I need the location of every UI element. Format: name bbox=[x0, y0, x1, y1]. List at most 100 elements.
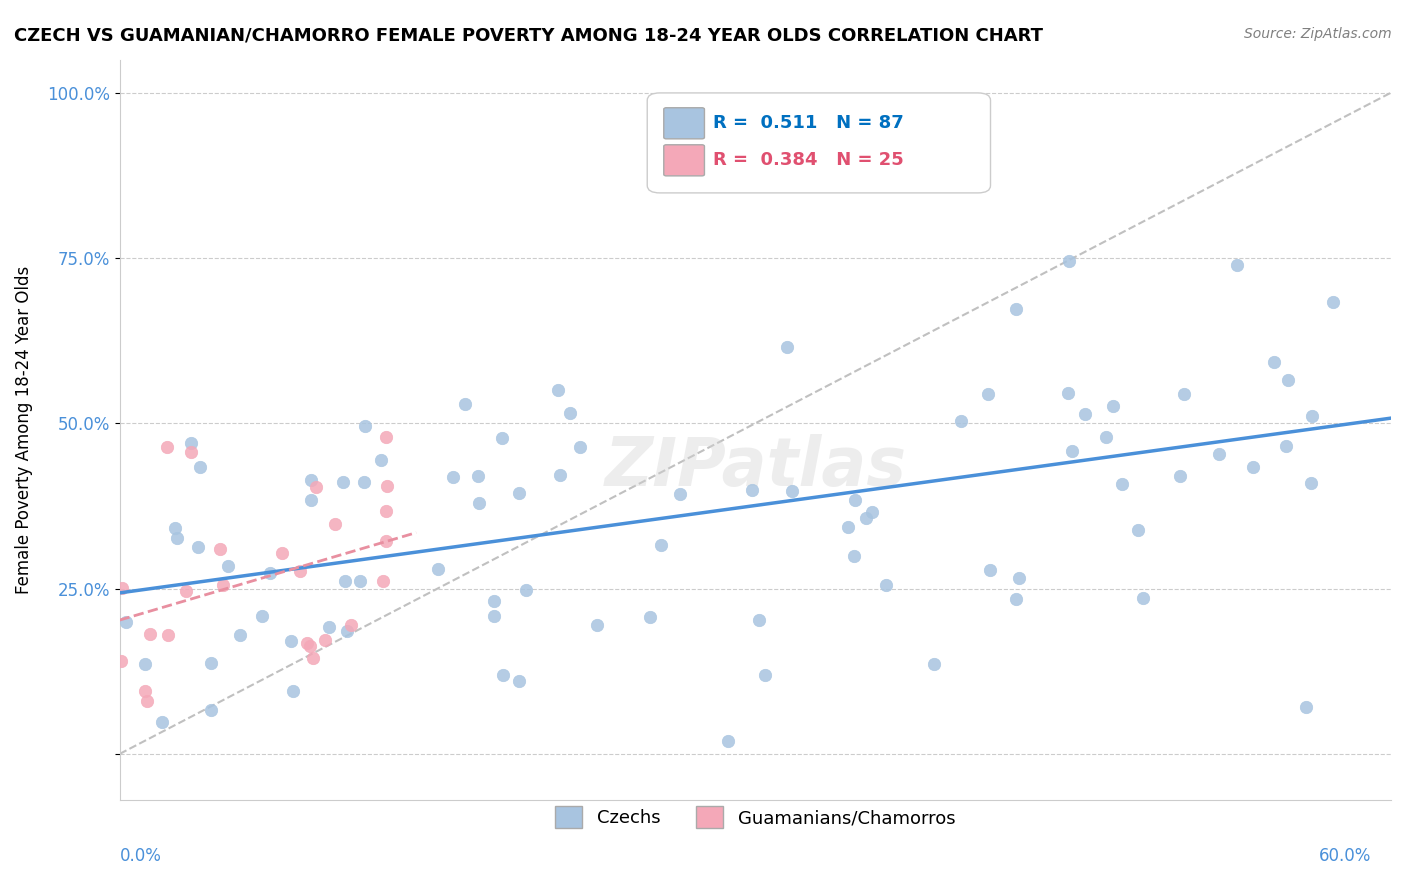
Point bbox=[492, 668, 515, 682]
Text: R =  0.384   N = 25: R = 0.384 N = 25 bbox=[713, 152, 904, 169]
Point bbox=[217, 559, 239, 574]
Point bbox=[374, 429, 396, 443]
Point bbox=[333, 574, 356, 588]
Legend: Czechs, Guamanians/Chamorros: Czechs, Guamanians/Chamorros bbox=[548, 799, 963, 836]
Point bbox=[111, 581, 134, 595]
Point bbox=[508, 673, 530, 688]
Point bbox=[860, 505, 883, 519]
Point bbox=[336, 624, 359, 639]
Point bbox=[370, 453, 392, 467]
Point bbox=[780, 484, 803, 499]
Point bbox=[558, 406, 581, 420]
Point bbox=[180, 445, 202, 459]
Point bbox=[134, 657, 156, 671]
Point bbox=[353, 475, 375, 489]
Point bbox=[138, 627, 160, 641]
Point bbox=[548, 467, 571, 482]
Point bbox=[1132, 591, 1154, 606]
FancyBboxPatch shape bbox=[664, 108, 704, 139]
Point bbox=[1111, 477, 1133, 491]
Text: 60.0%: 60.0% bbox=[1319, 847, 1371, 865]
Point bbox=[586, 617, 609, 632]
Text: ZIPatlas: ZIPatlas bbox=[605, 434, 907, 500]
Point bbox=[922, 657, 945, 672]
Point bbox=[482, 609, 505, 624]
Point bbox=[1073, 408, 1095, 422]
Point bbox=[288, 564, 311, 578]
Point bbox=[508, 485, 530, 500]
Point bbox=[150, 714, 173, 729]
Point bbox=[1301, 409, 1323, 423]
Point bbox=[467, 496, 489, 510]
Point bbox=[1322, 294, 1344, 309]
Point bbox=[110, 654, 132, 668]
Point bbox=[314, 632, 336, 647]
Point bbox=[1005, 302, 1028, 317]
Point bbox=[491, 431, 513, 445]
Point bbox=[1277, 373, 1299, 387]
Point bbox=[1004, 592, 1026, 607]
Point bbox=[212, 578, 235, 592]
Point bbox=[844, 492, 866, 507]
Point bbox=[1295, 700, 1317, 714]
Point bbox=[467, 468, 489, 483]
Point bbox=[332, 475, 354, 490]
Point bbox=[297, 635, 319, 649]
Text: CZECH VS GUAMANIAN/CHAMORRO FEMALE POVERTY AMONG 18-24 YEAR OLDS CORRELATION CHA: CZECH VS GUAMANIAN/CHAMORRO FEMALE POVER… bbox=[14, 27, 1043, 45]
Point bbox=[1062, 444, 1084, 458]
Point bbox=[299, 493, 322, 508]
Point bbox=[837, 520, 859, 534]
Point bbox=[156, 440, 179, 454]
Point bbox=[949, 414, 972, 428]
Point bbox=[977, 387, 1000, 401]
Point bbox=[426, 561, 449, 575]
Point bbox=[299, 473, 322, 487]
Point bbox=[156, 627, 179, 641]
Text: 0.0%: 0.0% bbox=[120, 847, 162, 865]
Point bbox=[1094, 430, 1116, 444]
Point bbox=[323, 516, 346, 531]
Y-axis label: Female Poverty Among 18-24 Year Olds: Female Poverty Among 18-24 Year Olds bbox=[15, 266, 32, 594]
Text: Source: ZipAtlas.com: Source: ZipAtlas.com bbox=[1244, 27, 1392, 41]
Point bbox=[136, 694, 159, 708]
Point bbox=[115, 615, 138, 629]
FancyBboxPatch shape bbox=[647, 93, 990, 193]
Point bbox=[281, 684, 304, 698]
Point bbox=[209, 541, 232, 556]
Point bbox=[1056, 385, 1078, 400]
Point bbox=[855, 511, 877, 525]
Point bbox=[200, 656, 222, 670]
Point bbox=[250, 609, 273, 624]
Point bbox=[305, 480, 328, 494]
Point bbox=[375, 533, 398, 548]
Point bbox=[228, 627, 250, 641]
Point bbox=[200, 703, 222, 717]
Point bbox=[166, 531, 188, 545]
Point bbox=[1263, 355, 1285, 369]
Point bbox=[188, 459, 211, 474]
Point bbox=[848, 105, 870, 120]
Point bbox=[1226, 258, 1249, 272]
Point bbox=[1102, 399, 1125, 413]
Point bbox=[374, 504, 396, 518]
Point bbox=[875, 578, 897, 592]
Point bbox=[650, 538, 672, 552]
Point bbox=[717, 733, 740, 747]
Point bbox=[349, 574, 371, 589]
Point bbox=[515, 583, 537, 598]
Point bbox=[1275, 439, 1298, 453]
Point bbox=[375, 479, 398, 493]
Point bbox=[1208, 447, 1230, 461]
Point bbox=[741, 483, 763, 497]
Point bbox=[669, 487, 692, 501]
Point bbox=[259, 566, 281, 580]
Point bbox=[1241, 459, 1264, 474]
Point bbox=[775, 340, 797, 354]
Point bbox=[371, 574, 394, 589]
Point bbox=[134, 684, 156, 698]
Point bbox=[547, 383, 569, 397]
Point bbox=[844, 549, 866, 563]
Point bbox=[340, 618, 363, 632]
Point bbox=[1301, 475, 1323, 490]
Point bbox=[354, 418, 377, 433]
